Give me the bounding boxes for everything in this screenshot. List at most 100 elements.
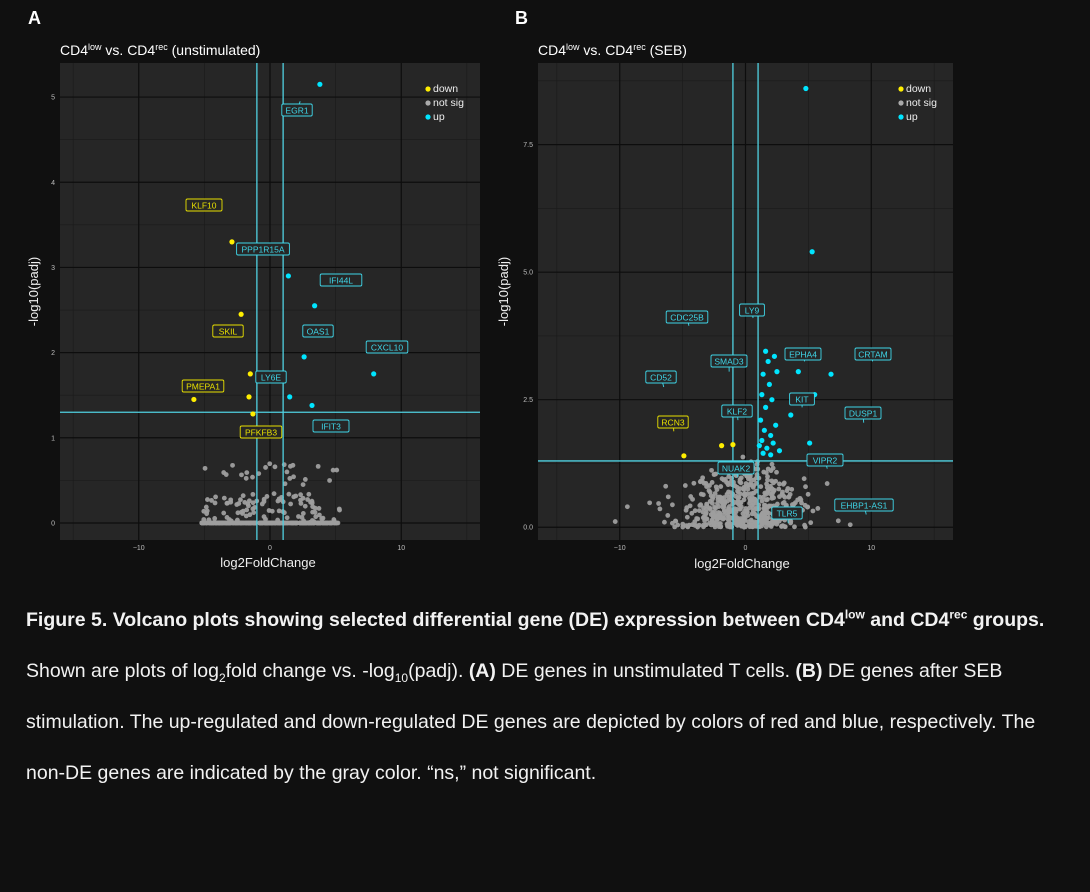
- point-not-sig: [683, 523, 689, 529]
- point-not-sig: [682, 483, 688, 488]
- point-not-sig: [726, 506, 731, 512]
- point-not-sig: [726, 474, 732, 479]
- legend-swatch-down: [898, 86, 904, 92]
- caption-title-part: Volcano plots showing selected different…: [107, 609, 845, 631]
- point-not-sig: [696, 508, 702, 514]
- point-not-sig: [288, 520, 294, 526]
- point-not-sig: [227, 520, 232, 526]
- label-box: [657, 415, 689, 429]
- point-not-sig: [763, 524, 769, 530]
- point-not-sig: [749, 524, 755, 529]
- point-not-sig: [692, 508, 698, 514]
- volcano-plot-a: A CD4low vs. CD4rec (unstimulated) −10 0 10 0…: [26, 8, 480, 570]
- point-not-sig: [672, 518, 678, 524]
- point-not-sig: [780, 481, 786, 487]
- point-not-sig: [240, 493, 246, 499]
- y-tick-label: 0.0: [523, 525, 533, 532]
- point-not-sig: [223, 472, 229, 477]
- point-not-sig: [777, 494, 782, 500]
- point-up: [764, 445, 770, 451]
- point-not-sig: [665, 494, 671, 500]
- point-not-sig: [750, 505, 756, 511]
- point-up: [768, 452, 774, 458]
- point-not-sig: [764, 481, 770, 487]
- point-up: [761, 427, 767, 433]
- point-up: [763, 348, 769, 354]
- point-not-sig: [714, 487, 720, 492]
- point-not-sig: [718, 498, 724, 504]
- point-not-sig: [752, 498, 758, 503]
- point-not-sig: [205, 497, 210, 502]
- point-not-sig: [742, 523, 748, 529]
- gene-label-rcn3: RCN3: [661, 417, 684, 427]
- point-not-sig: [239, 472, 244, 478]
- point-not-sig: [251, 520, 257, 526]
- point-not-sig: [741, 492, 747, 498]
- label-box: [854, 347, 892, 361]
- point-up: [809, 249, 815, 255]
- point-not-sig: [250, 500, 256, 506]
- caption-text: fold change vs. -log: [225, 660, 395, 682]
- point-not-sig: [737, 506, 743, 512]
- gene-label-egr1: EGR1: [285, 105, 308, 115]
- point-not-sig: [250, 491, 256, 497]
- chart-title: CD4low vs. CD4rec (SEB): [538, 42, 687, 58]
- point-not-sig: [221, 495, 227, 501]
- x-axis-title: log2FoldChange: [694, 556, 789, 571]
- label-box: [645, 370, 677, 384]
- point-not-sig: [237, 520, 243, 526]
- point-not-sig: [765, 477, 770, 483]
- gene-label-epha4: EPHA4: [789, 349, 817, 359]
- gene-label-dusp1: DUSP1: [849, 408, 878, 418]
- point-not-sig: [741, 497, 747, 503]
- point-up: [763, 404, 769, 410]
- point-not-sig: [763, 470, 769, 476]
- label-box: [239, 425, 283, 439]
- point-not-sig: [275, 520, 281, 526]
- point-not-sig: [251, 510, 257, 515]
- point-not-sig: [805, 491, 811, 497]
- legend-label: up: [906, 111, 918, 123]
- point-not-sig: [261, 514, 267, 520]
- label-box: [739, 303, 765, 317]
- point-not-sig: [737, 486, 743, 492]
- legend-swatch-not-sig: [898, 100, 904, 106]
- point-not-sig: [763, 497, 769, 503]
- caption-sub: 2: [218, 670, 226, 685]
- point-not-sig: [261, 499, 267, 504]
- x-tick-label: −10: [614, 545, 626, 552]
- gene-label-ppp1r15a: PPP1R15A: [242, 244, 285, 254]
- point-not-sig: [737, 500, 743, 506]
- point-not-sig: [756, 506, 762, 512]
- point-not-sig: [238, 497, 243, 503]
- point-not-sig: [228, 499, 234, 505]
- y-tick-label: 7.5: [523, 142, 533, 149]
- point-up: [828, 371, 834, 377]
- point-not-sig: [260, 520, 265, 526]
- label-box: [281, 103, 313, 117]
- point-not-sig: [724, 521, 730, 527]
- point-not-sig: [221, 510, 227, 516]
- label-box: [255, 370, 287, 384]
- point-not-sig: [716, 512, 722, 517]
- point-not-sig: [657, 506, 663, 512]
- point-up: [776, 448, 783, 454]
- point-not-sig: [780, 500, 786, 506]
- label-box: [710, 354, 748, 368]
- point-not-sig: [728, 524, 734, 530]
- point-up: [756, 443, 762, 449]
- gene-label-oas1: OAS1: [307, 326, 330, 336]
- y-tick-label: 2.5: [523, 397, 533, 404]
- point-not-sig: [336, 506, 342, 512]
- point-not-sig: [213, 494, 218, 500]
- point-up: [759, 392, 765, 398]
- point-not-sig: [224, 515, 230, 520]
- volcano-panel-b: B CD4low vs. CD4rec (SEB) −10 0 10 0.0 2.5 5.0 7…: [490, 0, 970, 580]
- point-not-sig: [689, 510, 695, 516]
- caption-title-part: groups.: [967, 609, 1045, 631]
- point-not-sig: [250, 474, 255, 480]
- point-not-sig: [747, 495, 752, 501]
- point-up: [770, 440, 776, 446]
- point-up: [287, 394, 293, 400]
- point-not-sig: [774, 501, 780, 507]
